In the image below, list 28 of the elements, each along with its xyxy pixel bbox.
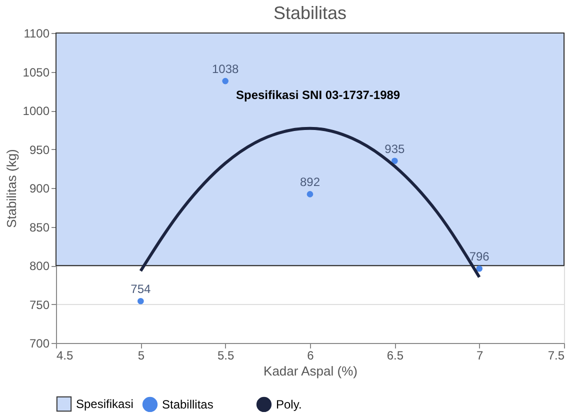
x-tick-label: 7.5 [548,348,565,362]
y-tick-label: 850 [29,220,50,234]
y-tick-label: 950 [29,142,50,157]
chart-title: Stabilitas [273,3,347,23]
x-tick-label: 7 [476,348,484,362]
x-tick-label: 5.5 [217,348,234,362]
y-tick-label: 1000 [22,104,50,118]
data-label: 1038 [212,62,240,76]
legend-label: Spesifikasi [76,397,134,411]
data-label: 754 [130,282,151,296]
x-tick-label: 4.5 [56,348,74,362]
y-tick-label: 800 [29,259,50,273]
y-tick-label: 700 [29,336,50,350]
y-tick-label: 1100 [24,26,50,40]
y-tick-label: 1050 [22,65,50,80]
data-label: 935 [384,142,405,156]
legend-label: Stabillitas [162,397,214,412]
x-tick-label: 6.5 [386,348,404,362]
data-label: 892 [300,175,320,190]
y-tick-label: 900 [29,182,50,196]
legend-label: Poly. [276,397,302,412]
y-tick-label: 750 [29,298,50,312]
x-axis-title: Kadar Aspal (%) [264,364,358,378]
x-tick-label: 5 [138,348,145,362]
x-tick-label: 6 [307,348,314,362]
y-axis-title: Stabilitas (kg) [4,149,19,228]
annotation: Spesifikasi SNI 03-1737-1989 [236,88,400,102]
data-label: 796 [469,250,490,264]
